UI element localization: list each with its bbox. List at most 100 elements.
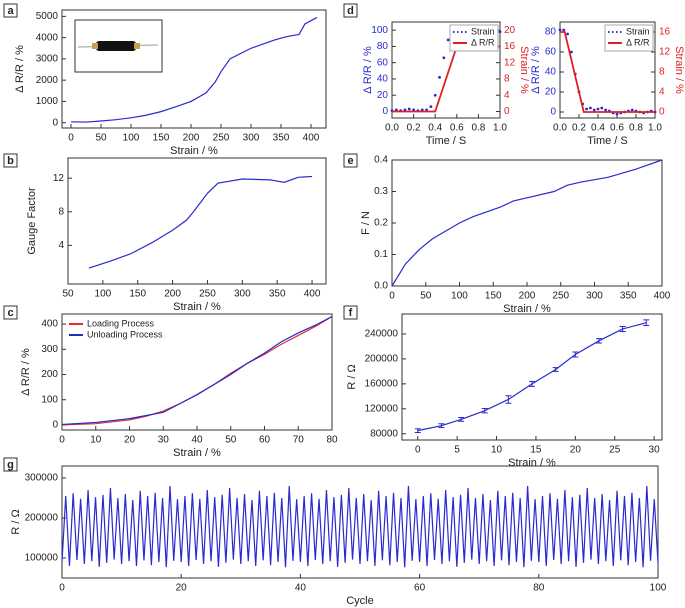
x-tick-label: 0.2	[572, 123, 586, 134]
y2-axis-label: Strain / %	[518, 46, 530, 94]
y-tick-label: 100	[41, 394, 58, 405]
data-point	[592, 108, 596, 112]
x-tick-label: 0	[415, 445, 421, 456]
x-axis-label: Strain / %	[503, 303, 551, 315]
y-tick-label: 100000	[25, 553, 59, 564]
data-line	[392, 45, 500, 113]
y-tick-label: 200000	[365, 354, 399, 365]
data-point	[566, 32, 569, 36]
y-tick-label: 0.3	[374, 186, 388, 197]
panel-label: e	[347, 155, 353, 167]
data-point	[558, 28, 562, 32]
x-tick-label: 400	[654, 291, 671, 302]
x-tick-label: 50	[420, 291, 432, 302]
x-tick-label: 0.8	[629, 123, 643, 134]
x-tick-label: 0	[389, 291, 395, 302]
y-tick-label: 20	[377, 90, 389, 101]
y-tick-label: 300	[41, 344, 58, 355]
x-tick-label: 1.0	[493, 123, 507, 134]
x-tick-label: 200	[183, 133, 200, 144]
x-tick-label: 0.2	[407, 123, 421, 134]
plot-frame	[401, 313, 663, 441]
x-axis-label: Strain / %	[173, 447, 221, 459]
x-tick-label: 150	[485, 291, 502, 302]
panel-label-box	[3, 457, 18, 472]
y-tick-label: 100	[371, 25, 388, 36]
x-tick-label: 0.6	[450, 123, 464, 134]
data-point	[498, 30, 502, 34]
data-point	[615, 112, 619, 116]
panel-label: f	[349, 307, 353, 319]
legend-label: Δ R/R	[626, 37, 650, 47]
plot-frame	[391, 21, 501, 119]
x-tick-label: 350	[620, 291, 637, 302]
plot-frame	[61, 9, 327, 129]
y-tick-label: 200000	[25, 513, 59, 524]
panel-label-box	[343, 153, 358, 168]
error-bar	[572, 351, 579, 358]
inset-contact	[92, 43, 98, 49]
data-point	[394, 108, 398, 112]
inset-sensor	[96, 41, 136, 51]
x-tick-label: 350	[269, 289, 286, 300]
legend-frame	[604, 24, 654, 52]
y-tick-label: 0.2	[374, 218, 388, 229]
x-tick-label: 20	[570, 445, 582, 456]
error-bar	[643, 319, 650, 327]
y-axis-label: Δ R/R / %	[14, 45, 26, 93]
panel-label: c	[7, 307, 13, 319]
data-point	[630, 108, 634, 112]
x-tick-label: 80	[326, 435, 338, 446]
legend-label: Loading Process	[87, 318, 155, 328]
x-axis-label: Time / S	[587, 135, 628, 147]
y-tick-label: 80000	[370, 428, 398, 439]
x-tick-label: 0.6	[610, 123, 624, 134]
x-tick-label: 15	[530, 445, 542, 456]
error-bar	[438, 423, 445, 429]
x-tick-label: 25	[609, 445, 621, 456]
y2-tick-label: 16	[504, 41, 516, 52]
data-line	[391, 159, 663, 287]
x-tick-label: 200	[519, 291, 536, 302]
x-axis-label: Strain / %	[170, 145, 218, 157]
data-point	[442, 56, 446, 60]
y2-tick-label: 20	[504, 25, 516, 36]
y-tick-label: 4	[58, 240, 64, 251]
x-tick-label: 400	[304, 289, 321, 300]
x-tick-label: 300	[586, 291, 603, 302]
y-axis-label: Δ R/R / %	[530, 46, 542, 94]
y-tick-label: 3000	[36, 54, 59, 65]
x-tick-label: 250	[552, 291, 569, 302]
data-point	[433, 93, 437, 97]
x-tick-label: 60	[414, 583, 426, 594]
y-tick-label: 0.0	[374, 281, 388, 292]
x-tick-label: 20	[124, 435, 136, 446]
error-bar	[552, 367, 559, 372]
y-tick-label: 0.4	[374, 155, 388, 166]
x-tick-label: 40	[295, 583, 307, 594]
panel-label-box	[343, 3, 358, 18]
y-tick-label: 20	[545, 87, 557, 98]
panel-label-box	[3, 3, 18, 18]
x-tick-label: 200	[164, 289, 181, 300]
data-point	[446, 38, 450, 42]
x-tick-label: 40	[191, 435, 203, 446]
data-point	[412, 108, 415, 112]
panel-label: b	[7, 155, 14, 167]
error-bar	[595, 338, 602, 344]
y2-tick-label: 16	[659, 27, 671, 38]
plot-frame	[67, 157, 327, 285]
y-axis-label: F / N	[360, 211, 372, 235]
y-tick-label: 80	[545, 27, 557, 38]
x-tick-label: 50	[95, 133, 107, 144]
data-point	[407, 107, 411, 111]
y-tick-label: 4000	[36, 32, 59, 43]
y-tick-label: 0.1	[374, 249, 388, 260]
y-tick-label: 160000	[365, 379, 399, 390]
data-line	[61, 485, 659, 568]
x-tick-label: 150	[153, 133, 170, 144]
y-axis-label: Δ R/R / %	[362, 46, 374, 94]
x-tick-label: 350	[273, 133, 290, 144]
y-tick-label: 200	[41, 369, 58, 380]
y2-tick-label: 12	[504, 57, 516, 68]
